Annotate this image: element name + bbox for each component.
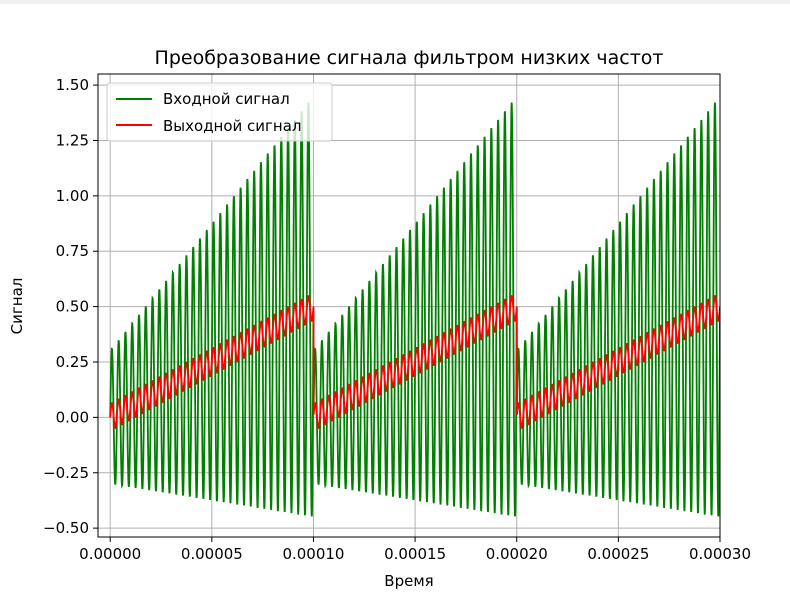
x-tick-label: 0.00015	[384, 545, 446, 563]
y-tick-label: 0.00	[56, 408, 89, 426]
series-line-output	[109, 294, 720, 430]
y-tick-label: 1.00	[56, 187, 89, 205]
plot-area	[109, 102, 720, 517]
y-tick-label: 0.50	[56, 298, 89, 316]
x-tick-label: 0.00030	[689, 545, 751, 563]
x-tick-label: 0.00005	[181, 545, 243, 563]
legend: Входной сигнал Выходной сигнал	[106, 82, 333, 142]
y-axis-label: Сигнал	[8, 278, 26, 335]
y-tick-label: 1.50	[56, 76, 89, 94]
y-tick-label: 0.75	[56, 242, 89, 260]
y-tick-label: 1.25	[56, 131, 89, 149]
x-tick-label: 0.00010	[282, 545, 344, 563]
y-tick-label: −0.50	[43, 519, 89, 537]
legend-label-input: Входной сигнал	[163, 90, 290, 108]
legend-box	[106, 82, 333, 142]
y-tick-label: 0.25	[56, 353, 89, 371]
chart-title: Преобразование сигнала фильтром низких ч…	[155, 47, 664, 69]
x-tick-label: 0.00020	[486, 545, 548, 563]
window-top-strip	[0, 0, 790, 4]
x-axis-label: Время	[384, 572, 433, 590]
axes-frame	[97, 73, 721, 538]
x-tick-label: 0.00025	[587, 545, 649, 563]
x-axis-ticks: 0.00000 0.00005 0.00010 0.00015 0.00020 0.000…	[79, 537, 751, 563]
y-tick-label: −0.25	[43, 464, 89, 482]
legend-label-output: Выходной сигнал	[163, 117, 302, 135]
x-tick-label: 0.00000	[79, 545, 141, 563]
y-axis-ticks: −0.50 −0.25 0.00 0.25 0.50 0.75 1.00 1.25 1.50	[43, 76, 98, 537]
